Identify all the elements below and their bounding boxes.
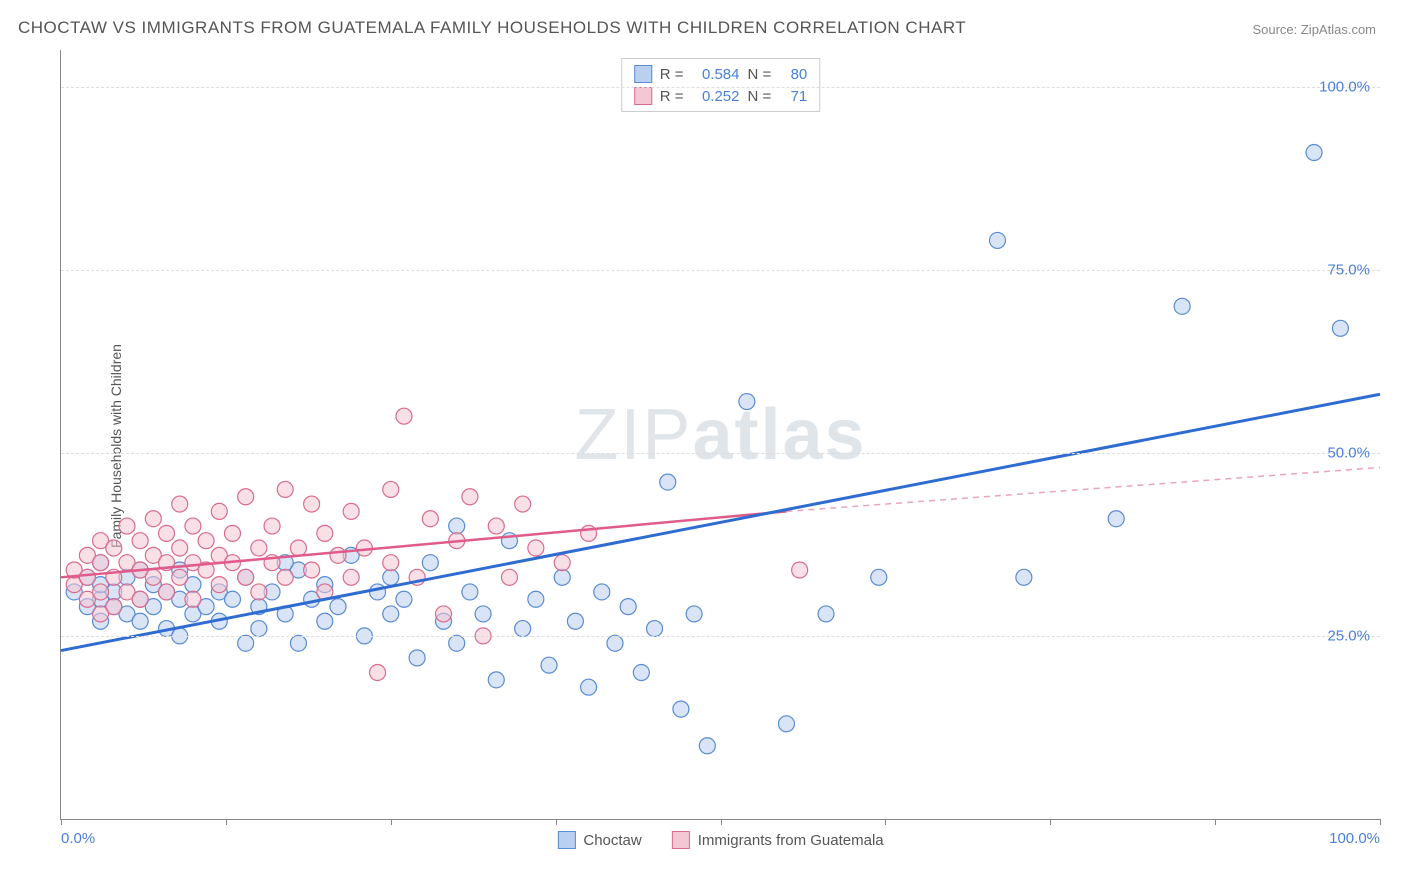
legend-label-series1: Choctaw <box>583 832 641 849</box>
x-axis-max-label: 100.0% <box>1329 830 1380 847</box>
legend-item-series2: Immigrants from Guatemala <box>672 831 884 849</box>
stats-row-series2: R = 0.252 N = 71 <box>630 85 812 107</box>
chart-title: CHOCTAW VS IMMIGRANTS FROM GUATEMALA FAM… <box>18 18 966 38</box>
stats-row-series1: R = 0.584 N = 80 <box>630 63 812 85</box>
legend-item-series1: Choctaw <box>557 831 641 849</box>
swatch-series2-bottom <box>672 831 690 849</box>
chart-svg <box>61 50 1380 819</box>
r-value-series1: 0.584 <box>692 66 740 83</box>
x-axis-min-label: 0.0% <box>61 830 95 847</box>
swatch-series1-bottom <box>557 831 575 849</box>
r-label: R = <box>660 66 684 83</box>
plot-area: ZIPatlas R = 0.584 N = 80 R = 0.252 N = … <box>60 50 1380 820</box>
r-label: R = <box>660 88 684 105</box>
swatch-series1 <box>634 65 652 83</box>
legend-label-series2: Immigrants from Guatemala <box>698 832 884 849</box>
y-tick-label: 100.0% <box>1319 78 1370 95</box>
n-value-series2: 71 <box>779 88 807 105</box>
stats-legend-box: R = 0.584 N = 80 R = 0.252 N = 71 <box>621 58 821 112</box>
n-label: N = <box>748 66 772 83</box>
swatch-series2 <box>634 87 652 105</box>
n-value-series1: 80 <box>779 66 807 83</box>
source-label: Source: ZipAtlas.com <box>1252 22 1376 37</box>
r-value-series2: 0.252 <box>692 88 740 105</box>
y-tick-label: 50.0% <box>1327 444 1370 461</box>
y-tick-label: 75.0% <box>1327 261 1370 278</box>
bottom-legend: Choctaw Immigrants from Guatemala <box>557 831 883 849</box>
y-tick-label: 25.0% <box>1327 627 1370 644</box>
n-label: N = <box>748 88 772 105</box>
